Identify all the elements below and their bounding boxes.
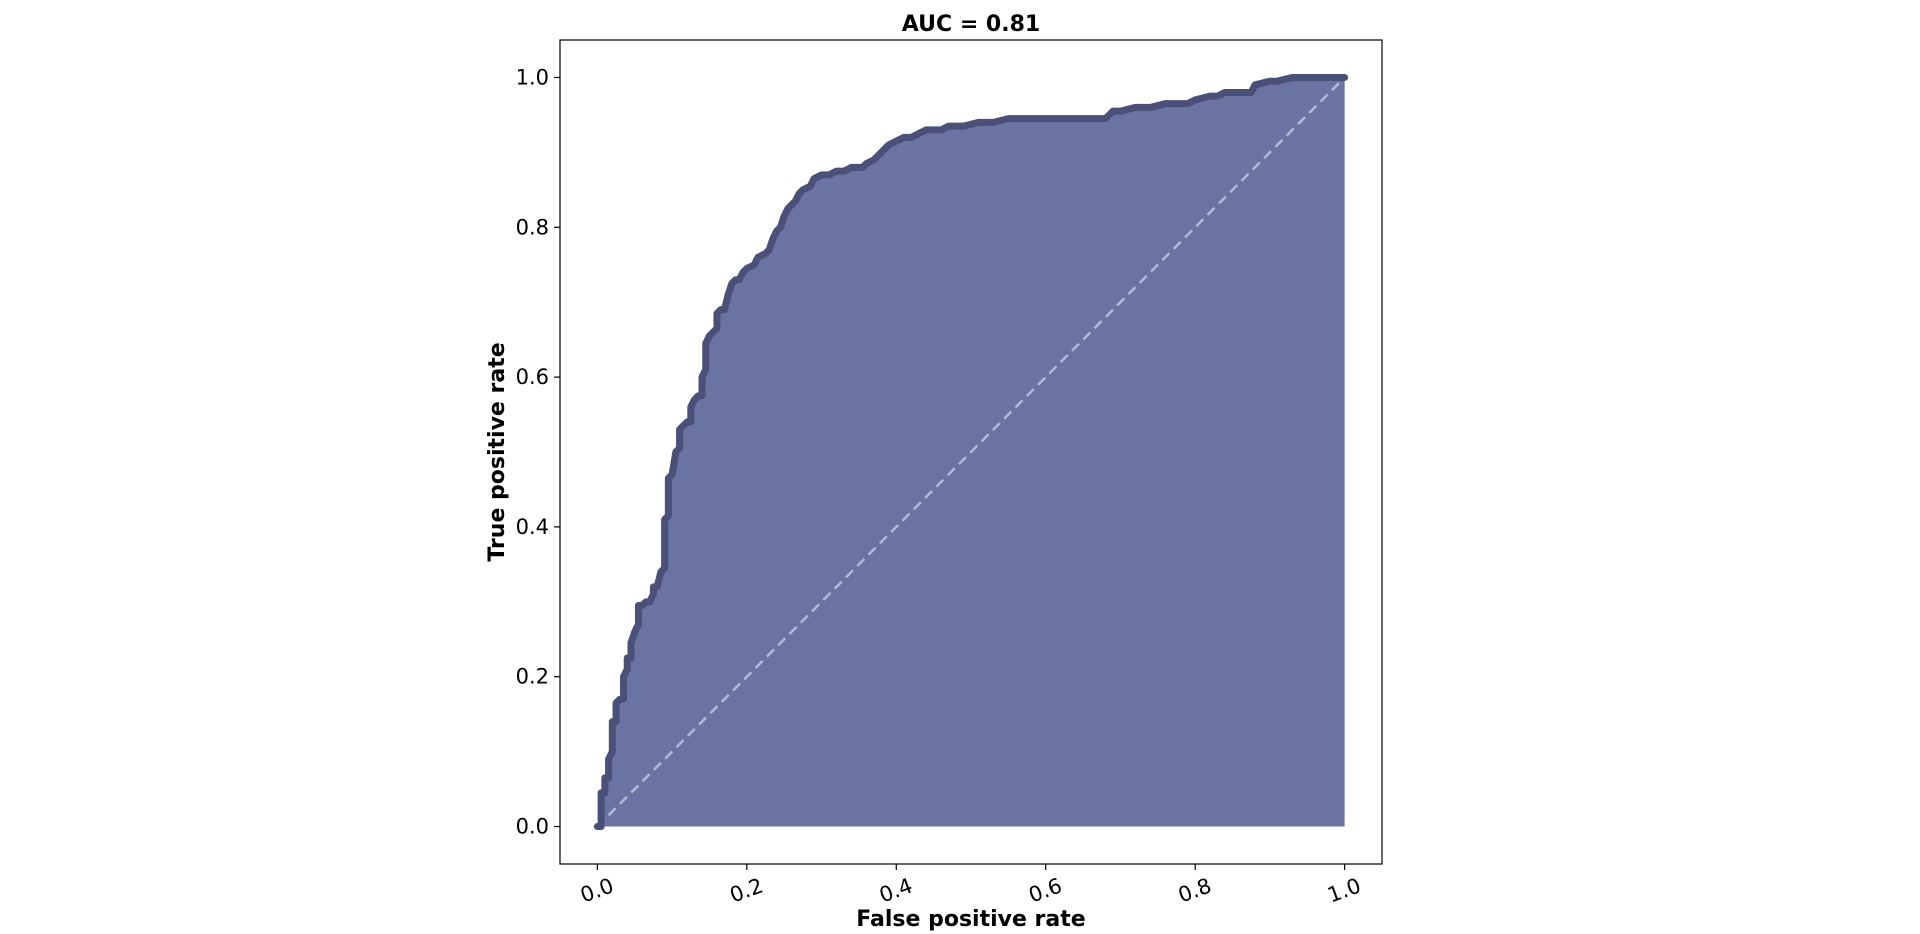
y-tick-label: 0.8 — [516, 215, 549, 239]
x-tick-label: 0.0 — [577, 873, 617, 907]
y-tick-label: 0.2 — [516, 665, 549, 689]
y-tick-label: 0.4 — [516, 515, 549, 539]
y-axis-label: True positive rate — [485, 342, 510, 561]
chance-diagonal-line — [596, 76, 1346, 828]
y-tick-label: 1.0 — [516, 65, 549, 89]
x-tick-label: 0.2 — [727, 873, 767, 907]
y-tick-label: 0.6 — [516, 365, 549, 389]
x-tick-label: 0.8 — [1175, 873, 1215, 907]
x-axis-label: False positive rate — [856, 907, 1085, 932]
x-tick-label: 0.4 — [876, 873, 916, 907]
chart-title: AUC = 0.81 — [902, 12, 1040, 37]
plot-frame — [559, 39, 1383, 865]
y-axis-ticks: 0.0 0.2 0.4 0.6 0.8 1.0 — [516, 65, 560, 839]
roc-curve-line — [593, 73, 1349, 831]
x-tick-label: 0.6 — [1026, 873, 1066, 907]
x-tick-label: 1.0 — [1324, 873, 1364, 907]
y-tick-label: 0.0 — [516, 815, 549, 839]
x-axis-ticks: 0.0 0.2 0.4 0.6 0.8 1.0 — [577, 864, 1364, 907]
